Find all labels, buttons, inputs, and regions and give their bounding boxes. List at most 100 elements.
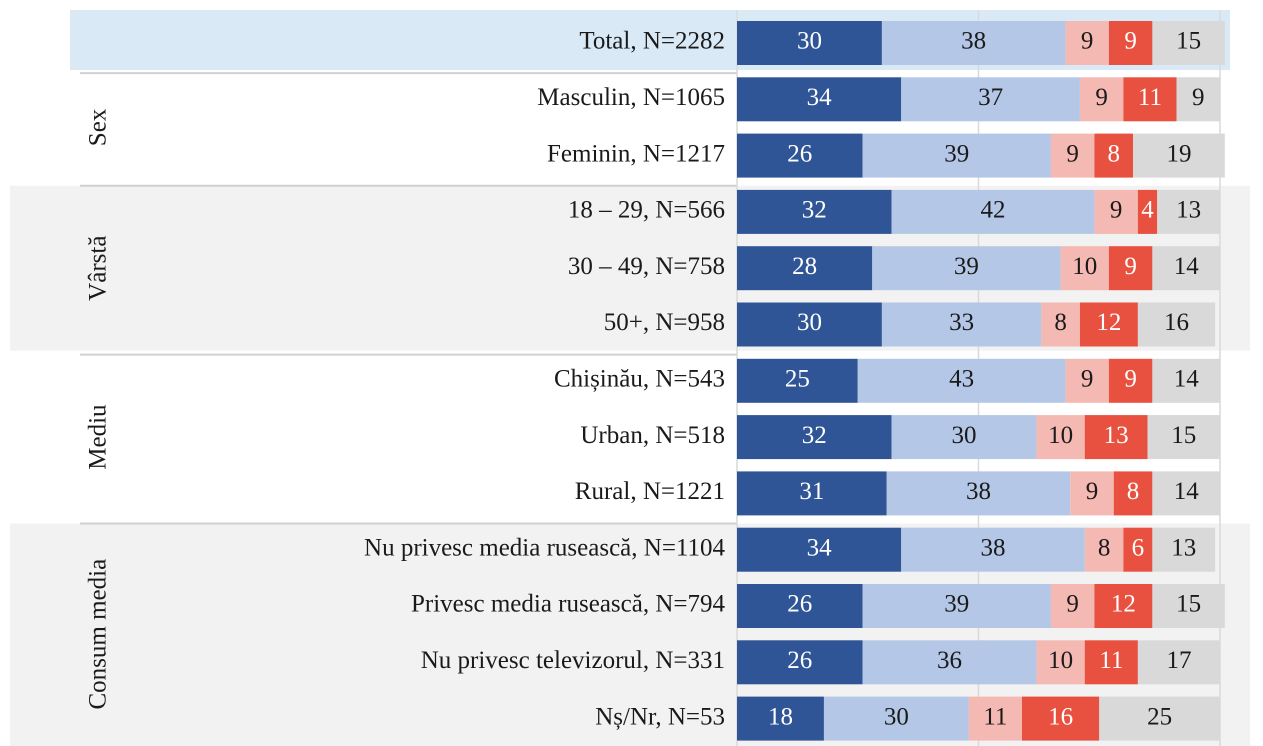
bar-segment	[1152, 584, 1225, 628]
bar-segment	[1094, 584, 1153, 628]
value-label: 9	[1081, 366, 1094, 393]
value-label: 43	[949, 366, 974, 393]
category-label: Privesc media rusească, N=794	[411, 591, 726, 618]
value-label: 13	[1176, 197, 1201, 224]
bar-segment	[1108, 358, 1153, 403]
category-label: Chișinău, N=543	[554, 366, 725, 393]
bar-segment	[823, 696, 969, 741]
value-label: 11	[983, 703, 1007, 730]
value-label: 13	[1171, 534, 1196, 561]
bar-segment	[1123, 527, 1153, 572]
value-label: 42	[980, 197, 1005, 224]
bar-segment	[737, 77, 902, 122]
value-label: 39	[954, 253, 979, 280]
bar-segment	[1152, 246, 1220, 291]
bar-segment	[737, 696, 824, 741]
value-label: 12	[1096, 309, 1121, 336]
value-label: 15	[1176, 591, 1201, 618]
bar-segment	[1084, 640, 1138, 685]
value-label: 19	[1166, 140, 1191, 167]
bar-segment	[1137, 302, 1216, 347]
bar-segment	[737, 189, 892, 234]
bar-segment	[862, 133, 1051, 178]
category-label: 30 – 49, N=758	[568, 253, 725, 280]
value-label: 8	[1107, 140, 1120, 167]
bar-segment	[1152, 358, 1220, 403]
bar-segment	[1108, 21, 1153, 65]
bar-segment	[881, 302, 1042, 347]
value-label: 30	[952, 422, 977, 449]
bar-segment	[1060, 246, 1109, 291]
value-label: 15	[1176, 28, 1201, 55]
value-label: 31	[799, 478, 824, 505]
value-label: 16	[1164, 309, 1189, 336]
value-label: 6	[1132, 534, 1145, 561]
bar-segment	[968, 696, 1022, 741]
bar-segment	[737, 640, 863, 685]
bar-segment	[1133, 133, 1225, 178]
bar-segment	[881, 21, 1066, 65]
bar-segment	[1176, 77, 1220, 122]
bar-segment	[1137, 640, 1220, 685]
bar-segment	[901, 77, 1080, 122]
value-label: 26	[787, 591, 812, 618]
bar-segment	[891, 189, 1095, 234]
category-label: Rural, N=1221	[575, 478, 725, 505]
value-label: 38	[961, 28, 986, 55]
bar-segment	[1157, 189, 1220, 234]
value-label: 28	[792, 253, 817, 280]
bar-segment	[1065, 358, 1109, 403]
value-label: 30	[797, 309, 822, 336]
bar-segment	[1079, 77, 1124, 122]
bar-segment	[1152, 471, 1220, 516]
bar-segment	[1041, 302, 1080, 347]
value-label: 12	[1111, 591, 1136, 618]
bar-segment	[1094, 133, 1134, 178]
value-label: 9	[1192, 84, 1205, 111]
value-label: 34	[807, 84, 833, 111]
bar-segment	[737, 471, 887, 516]
value-label: 34	[807, 534, 833, 561]
value-label: 10	[1048, 422, 1073, 449]
value-label: 26	[787, 140, 812, 167]
value-label: 30	[797, 28, 822, 55]
category-label: Masculin, N=1065	[537, 84, 725, 111]
bar-segment	[891, 415, 1037, 460]
group-label: Mediu	[85, 404, 112, 470]
bar-segment	[862, 584, 1051, 628]
value-label: 4	[1141, 197, 1154, 224]
value-label: 11	[1099, 647, 1123, 674]
bar-segment	[1050, 133, 1095, 178]
value-label: 37	[978, 84, 1003, 111]
category-label: Total, N=2282	[579, 28, 725, 55]
value-label: 18	[768, 703, 793, 730]
value-label: 30	[884, 703, 909, 730]
value-label: 9	[1124, 28, 1137, 55]
bar-segment	[737, 133, 863, 178]
bar-segment	[1079, 302, 1138, 347]
category-label: Nu privesc televizorul, N=331	[421, 647, 725, 674]
value-label: 14	[1174, 253, 1200, 280]
bar-segment	[737, 246, 873, 291]
bar-segment	[1021, 696, 1100, 741]
value-label: 9	[1081, 28, 1094, 55]
bar-segment	[901, 527, 1085, 572]
group-label: Vârstă	[85, 236, 112, 301]
group-label: Consum media	[85, 559, 112, 710]
bar-segment	[857, 358, 1066, 403]
bar-segment	[1152, 527, 1216, 572]
bar-segment	[862, 640, 1037, 685]
category-label: Nș/Nr, N=53	[595, 703, 725, 730]
value-label: 38	[966, 478, 991, 505]
bar-segment	[1050, 584, 1095, 628]
category-label: Urban, N=518	[580, 422, 725, 449]
value-label: 38	[980, 534, 1005, 561]
value-label: 8	[1127, 478, 1140, 505]
value-label: 9	[1066, 591, 1079, 618]
bar-segment	[737, 21, 882, 65]
value-label: 39	[944, 140, 969, 167]
value-label: 25	[785, 366, 810, 393]
value-label: 39	[944, 591, 969, 618]
value-label: 9	[1066, 140, 1079, 167]
